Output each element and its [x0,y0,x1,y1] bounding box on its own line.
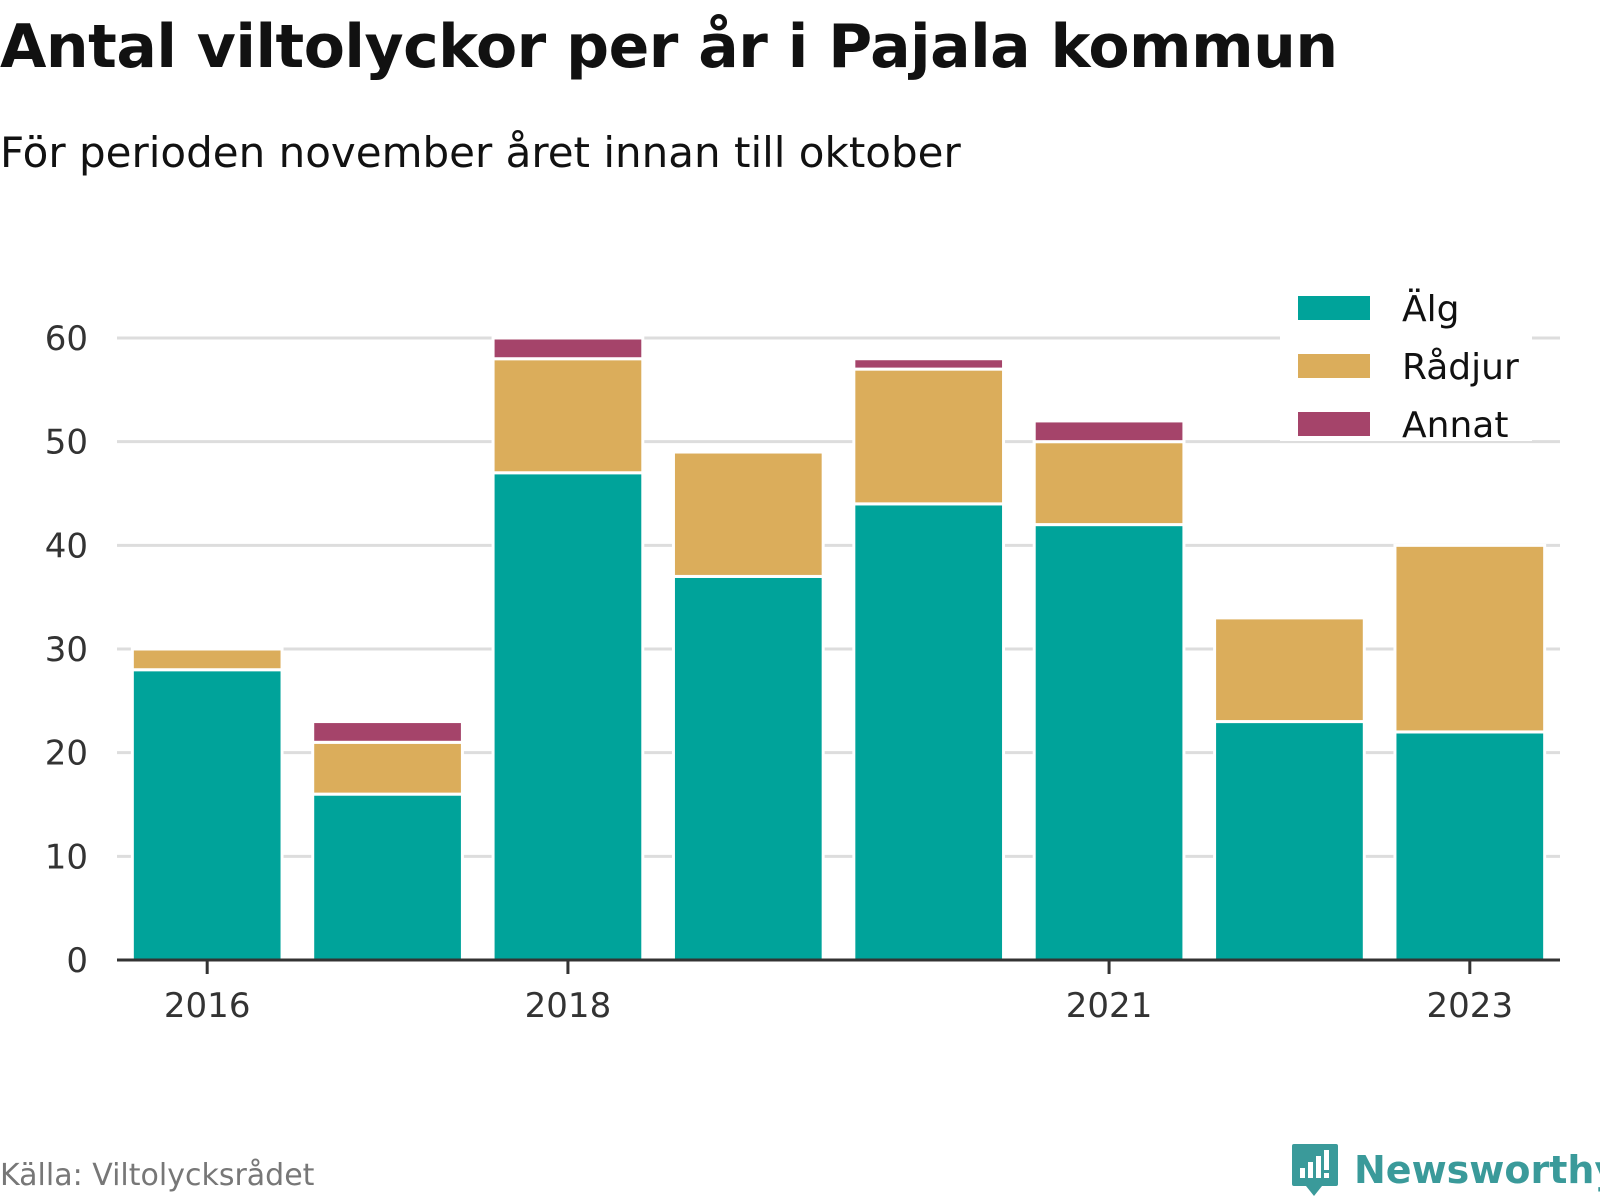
bar-2021-series-0 [1032,523,1186,962]
y-tick-label-30: 30 [45,630,88,670]
bar-2019-series-1 [671,450,825,578]
y-tick-label-40: 40 [45,526,88,566]
bar-2023-series-0 [1393,730,1547,962]
y-tick-label-20: 20 [45,734,88,774]
legend-swatch-1 [1298,354,1370,378]
y-tick-label-60: 60 [45,319,88,359]
y-tick-label-50: 50 [45,423,88,463]
bar-2020-series-2 [852,357,1006,371]
newsworthy-logo-icon [1292,1144,1338,1196]
legend: Älg Rådjur Annat [1280,283,1532,446]
bar-series [130,336,1547,962]
bar-2018-series-2 [491,336,645,361]
y-axis: 0 10 20 30 40 50 60 [45,319,88,981]
bar-2016-series-0 [130,668,284,962]
bar-2021-series-2 [1032,419,1186,444]
bar-2020-series-1 [852,367,1006,506]
bar-2020-series-0 [852,502,1006,962]
brand: Newsworthy [1290,1140,1600,1200]
bar-2022-series-0 [1213,720,1366,962]
bar-2017-series-1 [311,740,464,796]
x-axis: 2016 2018 2021 2023 [117,958,1560,1026]
x-tick-label-2023: 2023 [1427,986,1514,1026]
source-note: Källa: Viltolycksrådet [0,1158,315,1193]
bar-2018-series-0 [491,471,645,962]
bar-2023-series-1 [1393,543,1547,734]
y-tick-label-0: 0 [66,941,88,981]
bar-2022-series-1 [1213,616,1366,724]
chart-title: Antal viltolyckor per år i Pajala kommun [0,12,1338,82]
bar-2018-series-1 [491,357,645,475]
brand-name: Newsworthy [1354,1148,1600,1192]
x-tick-label-2021: 2021 [1066,986,1153,1026]
bar-2017-series-0 [311,792,464,962]
legend-swatch-0 [1298,296,1370,320]
y-tick-label-10: 10 [45,837,88,877]
bar-2016-series-1 [130,647,284,672]
bar-2021-series-1 [1032,440,1186,527]
legend-label-2: Annat [1402,405,1508,446]
legend-label-1: Rådjur [1402,347,1519,388]
bar-2017-series-2 [311,720,464,744]
chart-subtitle: För perioden november året innan till ok… [0,128,961,177]
legend-label-0: Älg [1402,288,1459,330]
bar-2019-series-0 [671,574,825,962]
x-tick-label-2016: 2016 [164,986,251,1026]
x-tick-label-2018: 2018 [525,986,612,1026]
legend-swatch-2 [1298,412,1370,436]
